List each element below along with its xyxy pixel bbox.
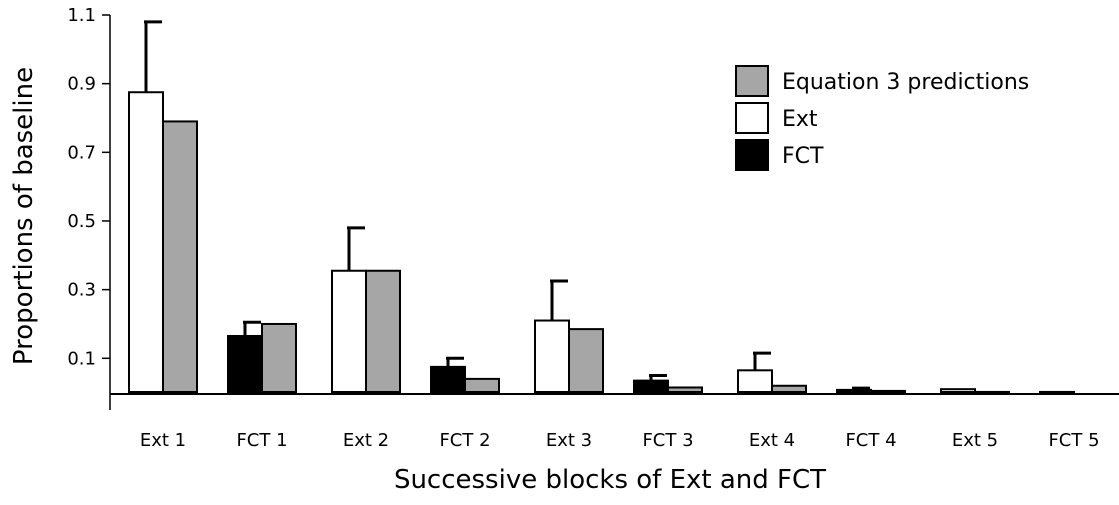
bar-prediction-ext-3 — [569, 329, 603, 392]
bar-observed-ext-4 — [738, 370, 772, 392]
y-tick-label: 0.3 — [67, 280, 96, 301]
bars — [129, 92, 1074, 392]
y-tick-label: 0.5 — [67, 211, 96, 232]
bar-prediction-fct-1 — [262, 324, 296, 392]
x-tick-label: FCT 4 — [845, 430, 896, 451]
bar-prediction-fct-4 — [871, 391, 905, 392]
legend-swatch — [736, 66, 768, 96]
legend-label: Ext — [782, 107, 818, 132]
y-tick-label: 0.9 — [67, 74, 96, 95]
y-axis-title: Proportions of baseline — [9, 67, 39, 365]
x-tick-label: Ext 5 — [952, 430, 998, 451]
bar-prediction-ext-1 — [163, 121, 197, 392]
x-tick-label: FCT 3 — [642, 430, 693, 451]
bar-observed-fct-1 — [228, 336, 262, 392]
x-tick-label: FCT 1 — [236, 430, 287, 451]
x-tick-label: Ext 3 — [546, 430, 592, 451]
legend: Equation 3 predictions Ext FCT — [736, 66, 1029, 170]
x-tick-label: Ext 1 — [140, 430, 186, 451]
legend-label: FCT — [782, 144, 824, 169]
x-tick-label: FCT 2 — [439, 430, 490, 451]
bar-observed-ext-1 — [129, 92, 163, 392]
bar-observed-fct-3 — [634, 381, 668, 392]
legend-swatch — [736, 140, 768, 170]
bar-observed-ext-2 — [332, 271, 366, 392]
bar-observed-ext-3 — [535, 321, 569, 392]
y-tick-label: 1.1 — [67, 5, 96, 26]
x-tick-label: FCT 5 — [1048, 430, 1099, 451]
bar-observed-ext-5 — [941, 389, 975, 392]
bar-prediction-ext-2 — [366, 271, 400, 392]
y-tick-label: 0.1 — [67, 348, 96, 369]
x-tick-label: Ext 4 — [749, 430, 795, 451]
legend-swatch — [736, 103, 768, 133]
x-tick-label: Ext 2 — [343, 430, 389, 451]
bar-prediction-ext-4 — [772, 386, 806, 392]
bar-prediction-fct-3 — [668, 387, 702, 392]
y-tick-label: 0.7 — [67, 142, 96, 163]
bar-observed-fct-2 — [431, 367, 465, 392]
bar-observed-fct-4 — [837, 390, 871, 392]
x-axis-title: Successive blocks of Ext and FCT — [394, 465, 826, 495]
legend-label: Equation 3 predictions — [782, 70, 1029, 95]
bar-prediction-fct-2 — [465, 379, 499, 392]
